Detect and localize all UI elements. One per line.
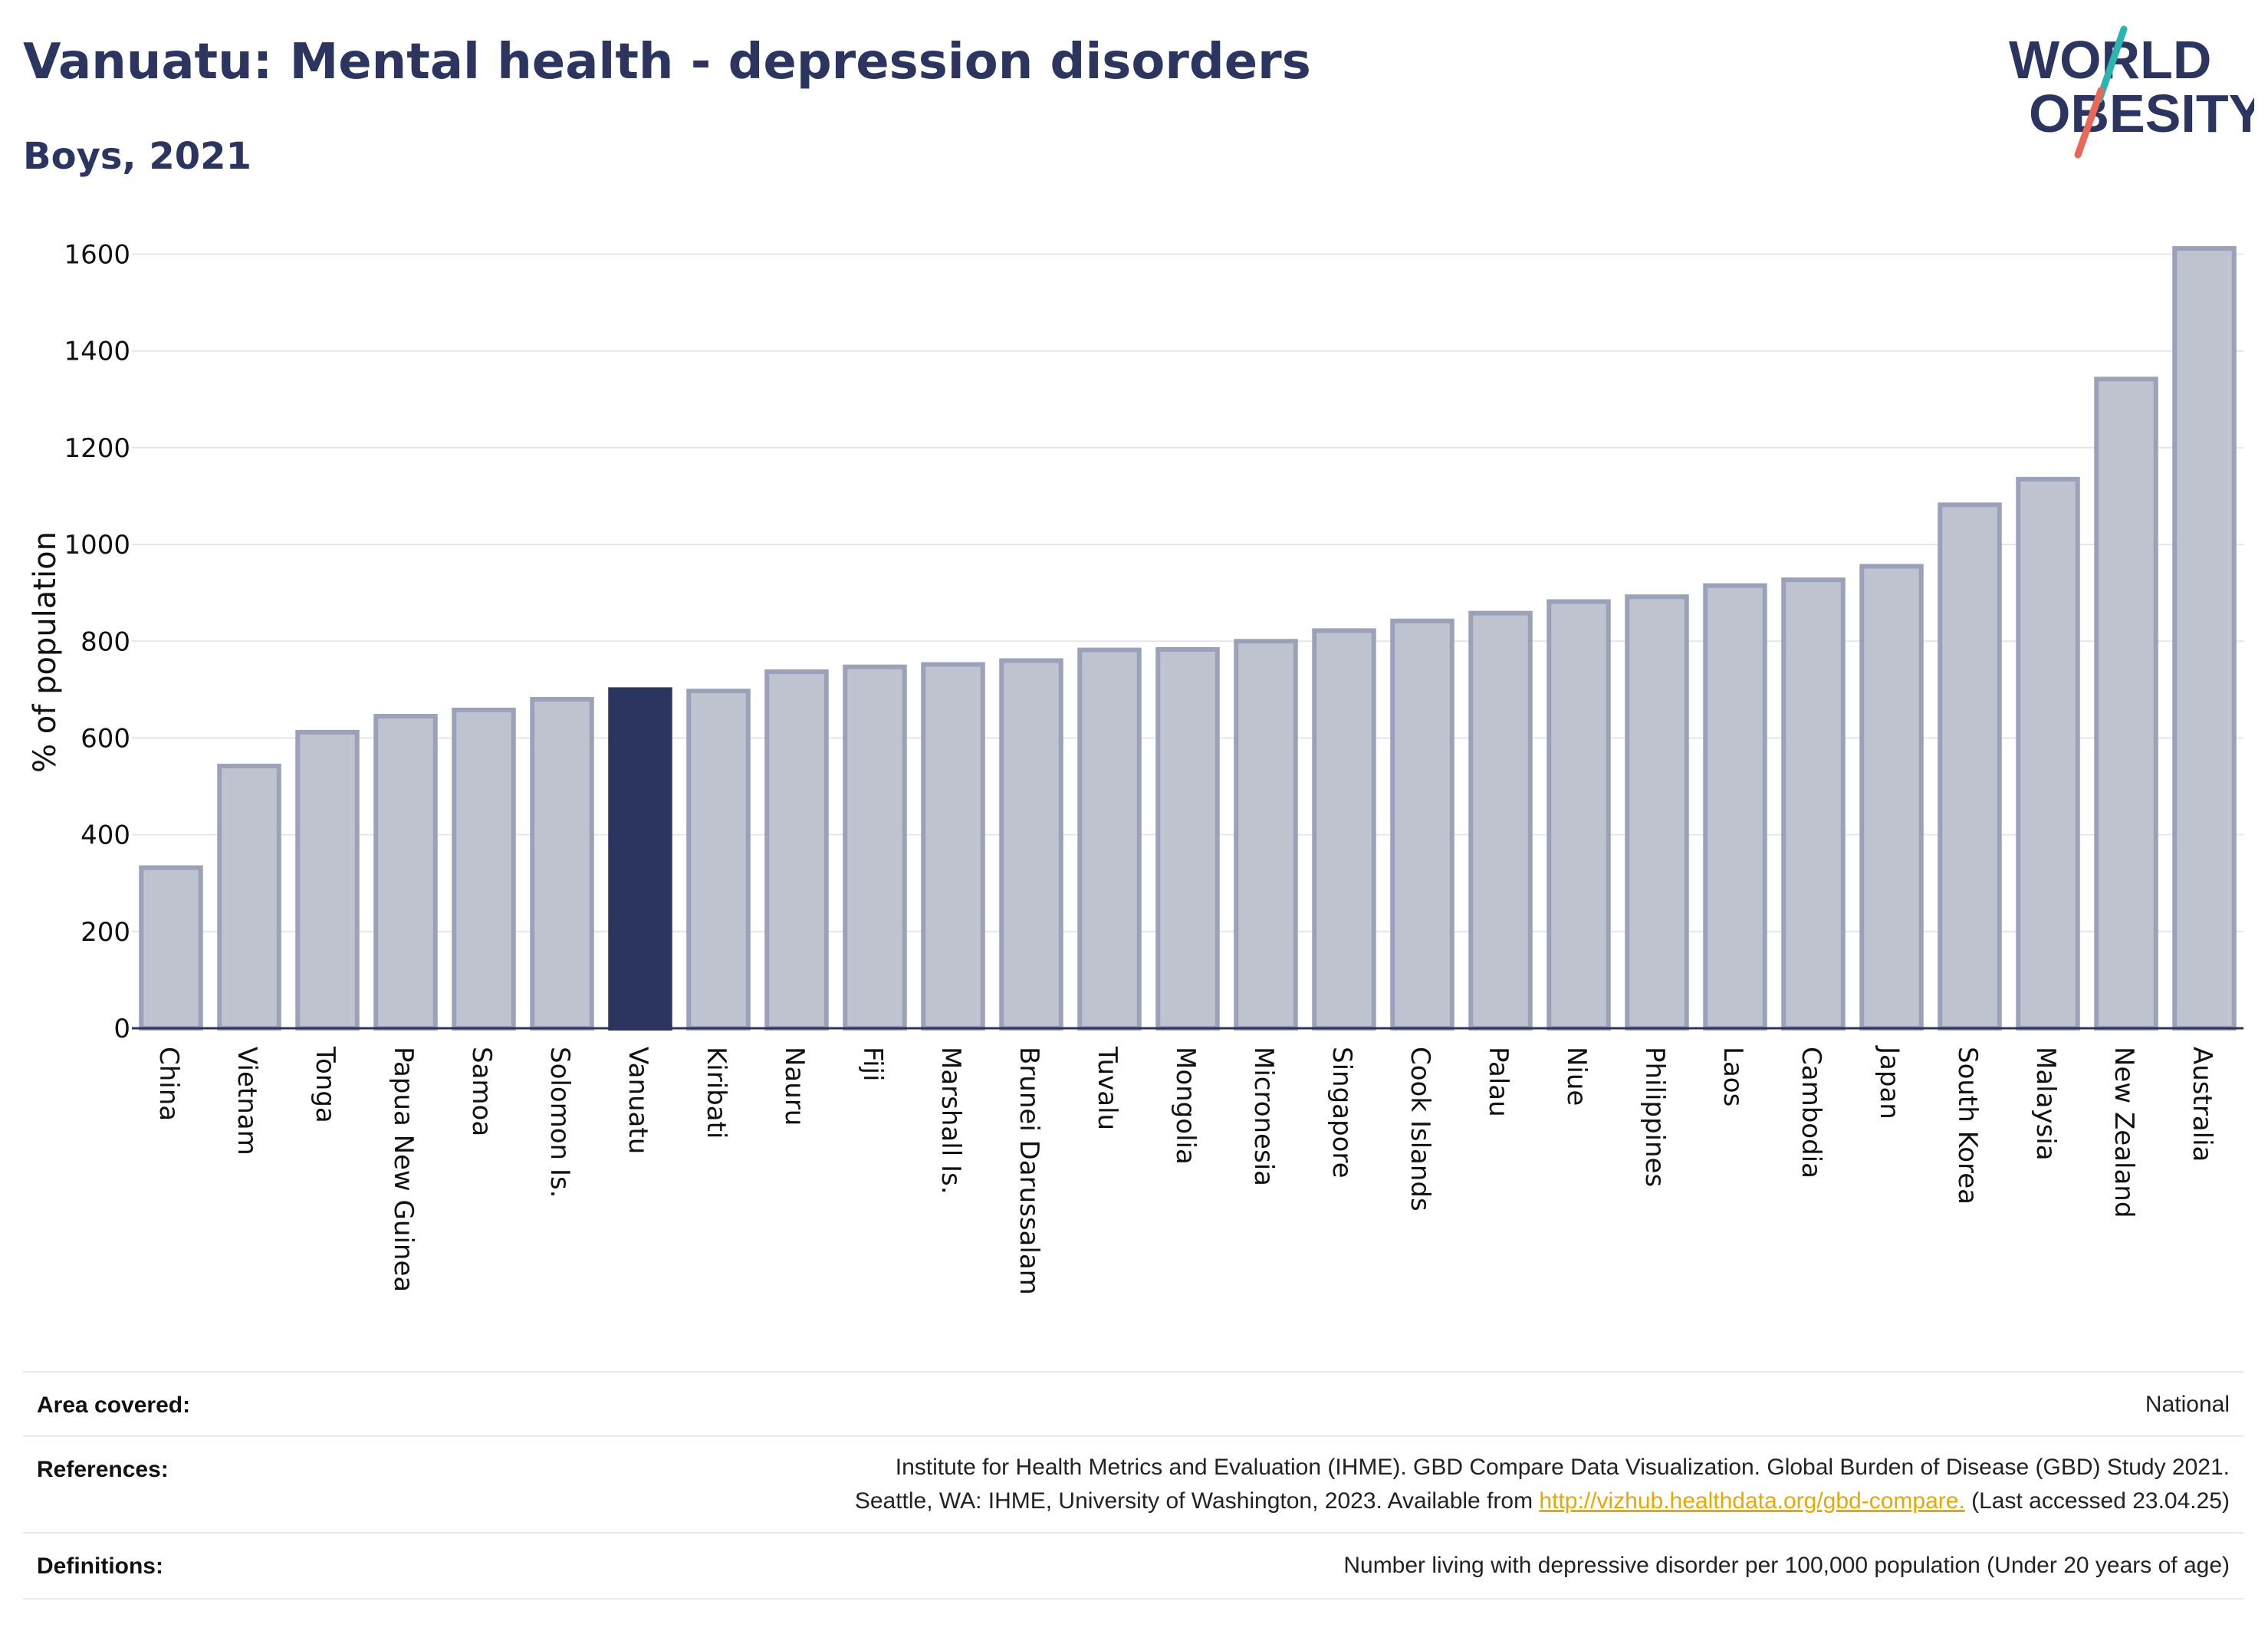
x-tick-label: China bbox=[153, 1047, 184, 1121]
bar bbox=[2172, 245, 2237, 1031]
logo-slash-coral bbox=[2074, 87, 2105, 159]
world-obesity-logo: WORLD OBESITY bbox=[2009, 25, 2254, 159]
bar bbox=[764, 669, 829, 1031]
x-tick-label: New Zealand bbox=[2109, 1047, 2139, 1218]
definitions-value: Number living with depressive disorder p… bbox=[1343, 1553, 2230, 1578]
x-tick-label: South Korea bbox=[1952, 1047, 1983, 1205]
bar bbox=[686, 689, 751, 1031]
y-tick-label: 1600 bbox=[64, 240, 130, 271]
bar bbox=[608, 687, 672, 1031]
bar bbox=[1938, 502, 2002, 1031]
bar bbox=[1468, 610, 1533, 1031]
bar bbox=[295, 729, 360, 1031]
x-tick-label: Cambodia bbox=[1796, 1047, 1826, 1179]
x-tick-label: Brunei Darussalam bbox=[1014, 1047, 1044, 1295]
x-tick-label: Samoa bbox=[466, 1047, 497, 1136]
x-tick-label: Vietnam bbox=[232, 1047, 262, 1156]
x-tick-label: Micronesia bbox=[1248, 1047, 1279, 1186]
x-tick-label: Fiji bbox=[857, 1047, 888, 1081]
x-tick-label: Papua New Guinea bbox=[388, 1047, 419, 1292]
references-line-2: Seattle, WA: IHME, University of Washing… bbox=[855, 1484, 2230, 1518]
bar-chart: 0 200 400 600 800 1000 1200 1400 1600 % of popula… bbox=[28, 240, 2243, 1295]
x-tick-label: Niue bbox=[1561, 1047, 1592, 1106]
x-tick-label: Vanuatu bbox=[623, 1047, 653, 1154]
bar bbox=[921, 662, 985, 1031]
x-tick-label: Kiribati bbox=[701, 1047, 731, 1139]
y-tick-label: 400 bbox=[81, 820, 130, 851]
bar bbox=[843, 664, 907, 1031]
footer-row-references: References: Institute for Health Metrics… bbox=[23, 1435, 2243, 1534]
definitions-label: Definitions: bbox=[37, 1553, 163, 1579]
x-tick-label: Tuvalu bbox=[1092, 1046, 1122, 1130]
footer: Area covered: National References: Insti… bbox=[23, 1371, 2243, 1601]
area-value: National bbox=[2145, 1392, 2230, 1417]
bar bbox=[1155, 646, 1220, 1031]
footer-row-definitions: Definitions: Number living with depressi… bbox=[23, 1532, 2243, 1599]
bar bbox=[1547, 599, 1611, 1031]
x-tick-label: Japan bbox=[1874, 1045, 1905, 1119]
bar bbox=[2016, 476, 2080, 1031]
bar bbox=[217, 764, 281, 1031]
x-tick-label: Tonga bbox=[310, 1046, 340, 1123]
references-value: Institute for Health Metrics and Evaluat… bbox=[855, 1451, 2230, 1518]
bar bbox=[1390, 618, 1454, 1031]
x-tick-label: Singapore bbox=[1326, 1047, 1357, 1179]
bar bbox=[1077, 647, 1142, 1031]
bar bbox=[1859, 564, 1924, 1031]
y-axis-label: % of population bbox=[28, 531, 63, 773]
bar bbox=[139, 865, 203, 1031]
bar bbox=[999, 658, 1063, 1031]
bar bbox=[1703, 583, 1767, 1031]
x-tick-label: Cook Islands bbox=[1405, 1047, 1435, 1212]
bar bbox=[1625, 594, 1689, 1031]
bar bbox=[1312, 628, 1376, 1031]
y-tick-label: 1400 bbox=[64, 337, 130, 367]
bar bbox=[1781, 577, 1846, 1031]
references-line-1: Institute for Health Metrics and Evaluat… bbox=[895, 1455, 2230, 1480]
y-tick-label: 1000 bbox=[64, 530, 130, 561]
x-tick-label: Palau bbox=[1483, 1047, 1514, 1117]
x-tick-label: Marshall Is. bbox=[935, 1047, 966, 1195]
chart-title: Vanuatu: Mental health - depression diso… bbox=[23, 34, 1311, 90]
y-tick-label: 800 bbox=[81, 626, 130, 657]
x-tick-label: Malaysia bbox=[2030, 1047, 2061, 1161]
references-link[interactable]: http://vizhub.healthdata.org/gbd-compare… bbox=[1539, 1488, 1965, 1514]
x-tick-label: Solomon Is. bbox=[544, 1047, 575, 1198]
footer-row-area: Area covered: National bbox=[23, 1371, 2243, 1437]
x-tick-label: Australia bbox=[2187, 1047, 2217, 1162]
x-tick-label: Mongolia bbox=[1170, 1047, 1201, 1165]
y-tick-label: 1200 bbox=[64, 433, 130, 464]
bar bbox=[530, 696, 594, 1031]
references-line-2-suffix: (Last accessed 23.04.25) bbox=[1964, 1488, 2230, 1514]
bar bbox=[373, 714, 438, 1031]
y-tick-label: 200 bbox=[81, 917, 130, 948]
y-tick-label: 600 bbox=[81, 723, 130, 754]
chart-subtitle: Boys, 2021 bbox=[23, 135, 251, 178]
bar bbox=[2094, 376, 2158, 1031]
bar bbox=[1234, 639, 1298, 1031]
references-line-2-text: Seattle, WA: IHME, University of Washing… bbox=[854, 1488, 1540, 1514]
area-label: Area covered: bbox=[37, 1392, 191, 1418]
references-label: References: bbox=[37, 1457, 169, 1482]
logo-slash-teal bbox=[2095, 25, 2128, 104]
y-tick-label: 0 bbox=[113, 1014, 130, 1044]
bar bbox=[452, 707, 516, 1031]
logo-text-obesity: OBESITY bbox=[2029, 84, 2254, 143]
x-tick-label: Philippines bbox=[1639, 1047, 1670, 1187]
x-tick-label: Laos bbox=[1717, 1047, 1748, 1106]
x-tick-label: Nauru bbox=[779, 1047, 810, 1126]
